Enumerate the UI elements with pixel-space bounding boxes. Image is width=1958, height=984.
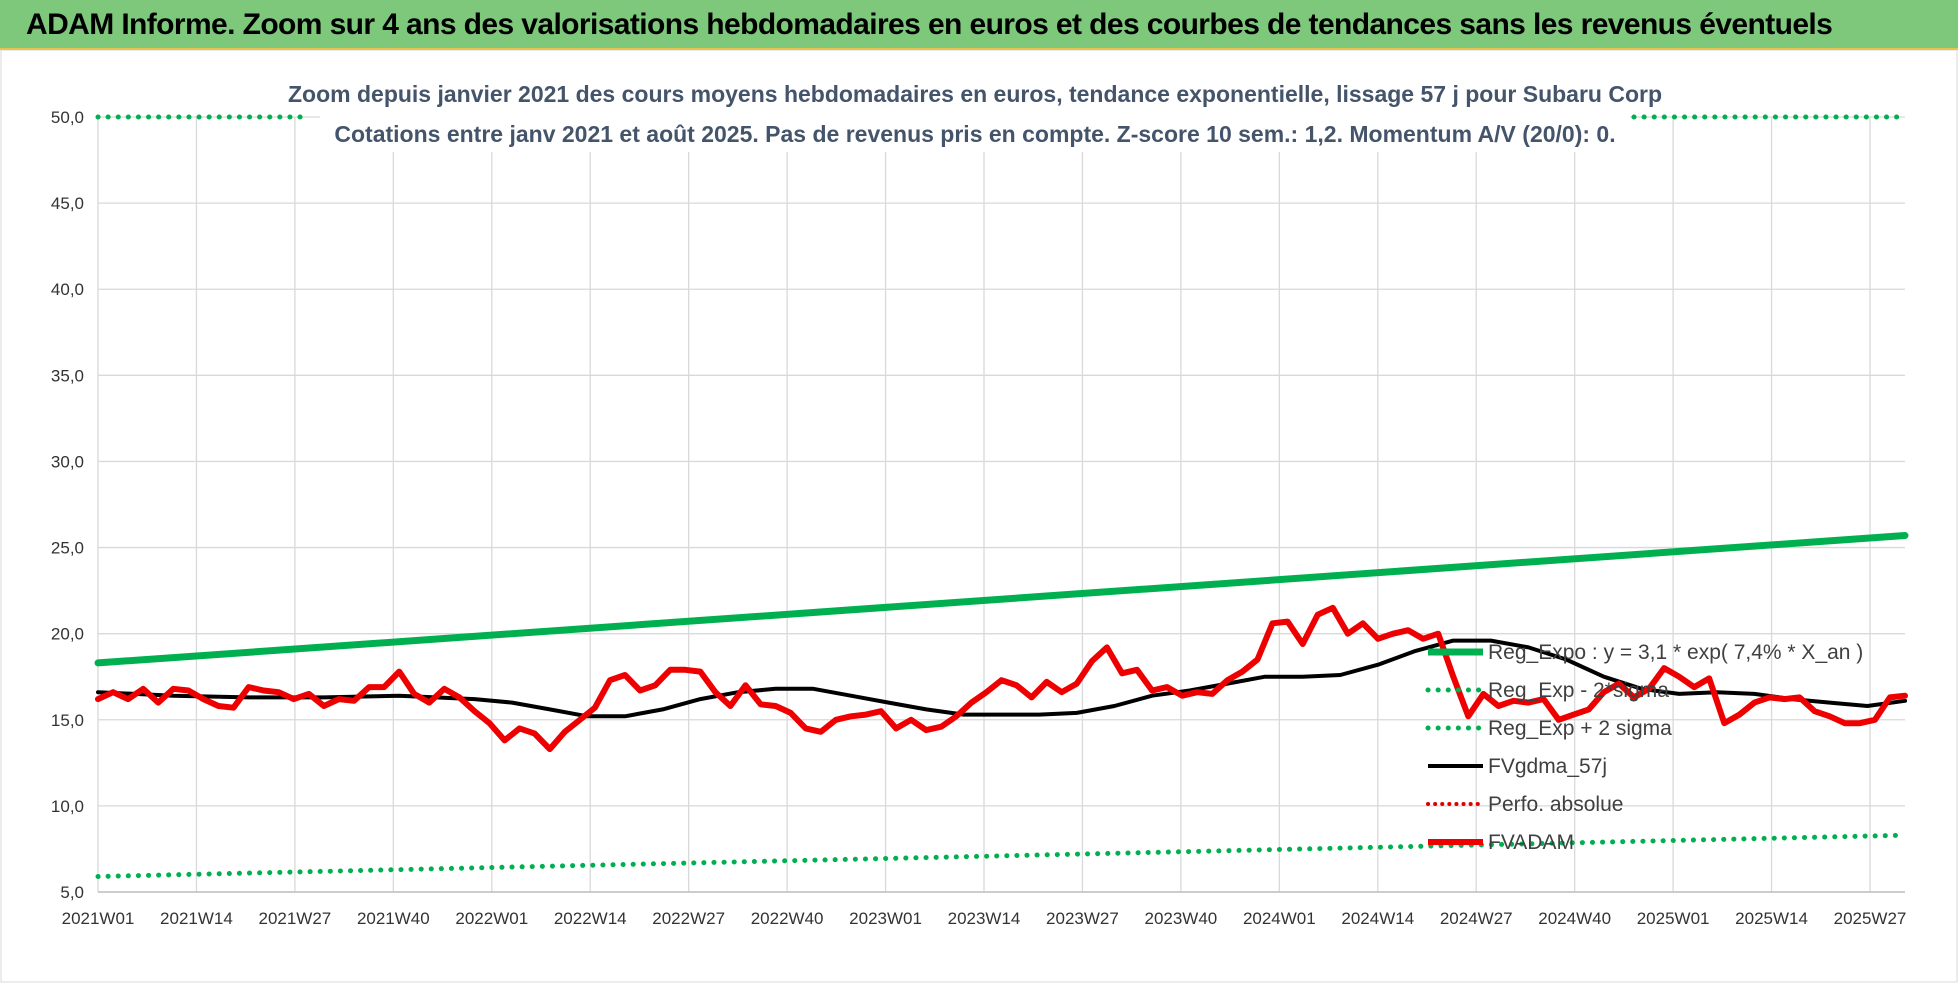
line-chart: 5,010,015,020,025,030,035,040,045,050,0 … [0,50,1958,983]
series-line-reg-exp-2-sigma [95,832,1908,879]
y-axis: 5,0 10,0 15,0 20,0 25,0 30,0 35,0 40,0 45,0 50,0 [51,108,84,902]
y-tick-label: 35,0 [51,366,84,385]
series-line-fvadam [95,604,1908,753]
x-tick-label: 2023W27 [1046,909,1119,928]
chart-title: Zoom depuis janvier 2021 des cours moyen… [288,81,1662,107]
series-line-reg-expo-y-3-1-exp-7-4-x-an [94,532,1909,667]
x-tick-label: 2022W14 [554,909,627,928]
x-tick-label: 2023W14 [948,909,1021,928]
y-tick-label: 10,0 [51,797,84,816]
x-tick-label: 2024W14 [1341,909,1414,928]
legend-label: FVgdma_57j [1488,755,1607,778]
x-tick-label: 2021W01 [62,909,135,928]
x-tick-label: 2025W27 [1834,909,1907,928]
legend-label: FVADAM [1488,831,1574,854]
y-tick-label: 20,0 [51,625,84,644]
x-tick-label: 2024W27 [1440,909,1513,928]
header-bar: ADAM Informe. Zoom sur 4 ans des valoris… [0,0,1958,50]
legend-label: Reg_Expo : y = 3,1 * exp( 7,4% * X_an ) [1488,641,1863,664]
x-tick-label: 2025W01 [1637,909,1710,928]
x-tick-label: 2022W27 [652,909,725,928]
legend-label: Reg_Exp + 2 sigma [1488,717,1672,740]
x-tick-label: 2024W40 [1538,909,1611,928]
x-tick-label: 2023W01 [849,909,922,928]
y-tick-label: 45,0 [51,194,84,213]
series-layer [94,114,1909,879]
y-tick-label: 50,0 [51,108,84,127]
y-tick-label: 5,0 [60,883,84,902]
x-tick-label: 2021W14 [160,909,233,928]
x-tick-label: 2022W01 [455,909,528,928]
x-tick-label: 2024W01 [1243,909,1316,928]
legend-label: Perfo. absolue [1488,793,1623,816]
series-line-fvgdma-57j [96,638,1907,719]
y-tick-label: 40,0 [51,280,84,299]
legend: Reg_Expo : y = 3,1 * exp( 7,4% * X_an ) R… [1425,641,1863,854]
x-tick-label: 2021W27 [258,909,331,928]
x-axis: 2021W01 2021W14 2021W27 2021W40 2022W01 2022W… [62,891,1907,928]
chart-subtitle: Cotations entre janv 2021 et août 2025. … [334,121,1615,147]
x-tick-label: 2021W40 [357,909,430,928]
y-tick-label: 25,0 [51,539,84,558]
x-tick-label: 2023W40 [1144,909,1217,928]
legend-label: Reg_Exp - 2*sigma [1488,679,1669,702]
page-title: ADAM Informe. Zoom sur 4 ans des valoris… [26,8,1833,41]
y-tick-label: 15,0 [51,711,84,730]
y-tick-label: 30,0 [51,452,84,471]
x-tick-label: 2022W40 [751,909,824,928]
x-tick-label: 2025W14 [1735,909,1808,928]
chart-title-block: Zoom depuis janvier 2021 des cours moyen… [288,72,1662,152]
